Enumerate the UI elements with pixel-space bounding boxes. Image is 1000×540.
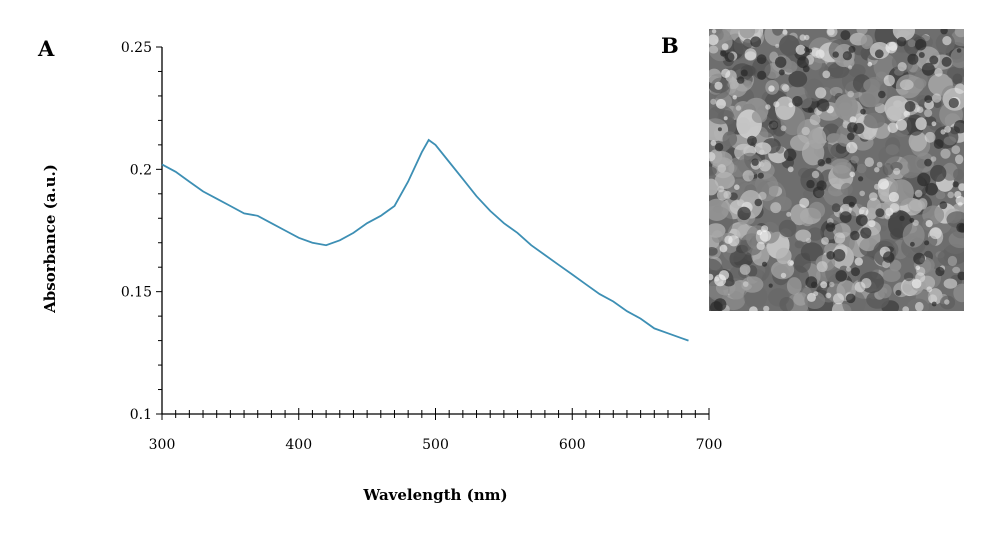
x-tick-label: 400 xyxy=(285,437,312,453)
y-axis-title: Absorbance (a.u.) xyxy=(41,164,59,314)
y-tick-label: 0.25 xyxy=(121,40,152,56)
panel-b-label: B xyxy=(661,33,679,58)
y-tick-label: 0.1 xyxy=(130,407,152,423)
sem-micrograph-image xyxy=(709,29,964,311)
y-tick-label: 0.15 xyxy=(121,285,152,301)
x-tick-label: 600 xyxy=(559,437,586,453)
x-tick-label: 700 xyxy=(696,437,723,453)
chart-axes: 300 400 500 600 700 0.1 0.15 0.2 0.25 xyxy=(121,40,723,453)
panel-a-label: A xyxy=(38,36,55,61)
x-tick-label: 500 xyxy=(422,437,449,453)
y-tick-label: 0.2 xyxy=(130,162,152,178)
x-axis-title: Wavelength (nm) xyxy=(362,486,507,504)
x-tick-label: 300 xyxy=(149,437,176,453)
absorbance-series-line xyxy=(161,138,689,342)
